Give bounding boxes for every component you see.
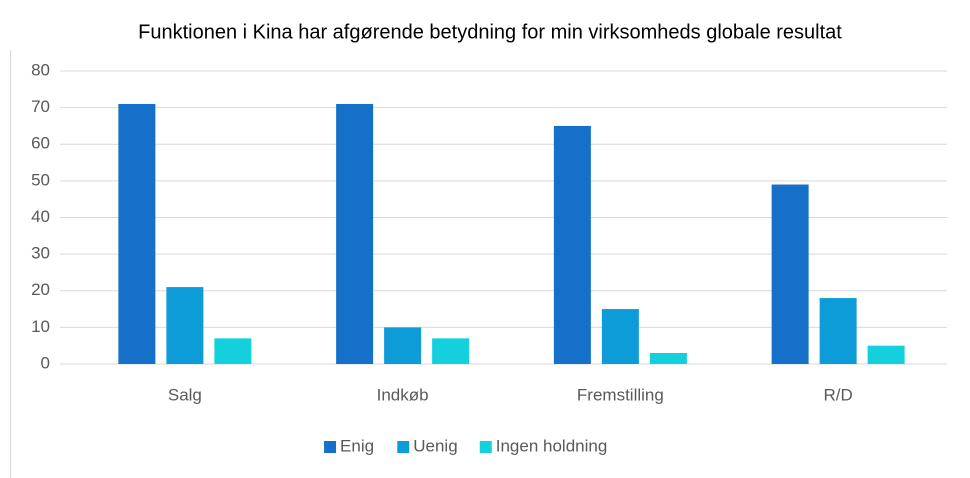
y-tick-label: 60 [31, 134, 50, 153]
y-tick-label: 50 [31, 170, 50, 189]
x-tick-label: Indkøb [377, 385, 429, 404]
y-tick-label: 0 [41, 353, 50, 372]
bar [432, 338, 470, 364]
bar [649, 353, 687, 364]
bar [166, 287, 204, 364]
y-tick-label: 20 [31, 280, 50, 299]
legend-label: Enig [340, 436, 374, 455]
y-tick-label: 80 [31, 60, 50, 79]
legend-label: Uenig [413, 436, 457, 455]
y-tick-label: 10 [31, 317, 50, 336]
y-tick-label: 70 [31, 97, 50, 116]
bar [867, 345, 905, 364]
bar [214, 338, 252, 364]
x-tick-label: Fremstilling [577, 385, 664, 404]
bar [118, 103, 156, 365]
y-tick-label: 40 [31, 207, 50, 226]
legend-label: Ingen holdning [496, 436, 608, 455]
bar [336, 103, 374, 365]
y-tick-label: 30 [31, 244, 50, 263]
legend-swatch [397, 441, 410, 453]
x-tick-label: Salg [168, 385, 202, 404]
legend-swatch [324, 441, 337, 453]
chart-subtitle: Funktionen i Kina har afgørende betydnin… [138, 21, 842, 43]
legend-swatch [479, 441, 492, 453]
bar [553, 125, 591, 364]
bar [819, 298, 857, 364]
bar [771, 184, 809, 364]
x-tick-label: R/D [823, 385, 852, 404]
bar [384, 327, 422, 364]
bar [601, 309, 639, 364]
